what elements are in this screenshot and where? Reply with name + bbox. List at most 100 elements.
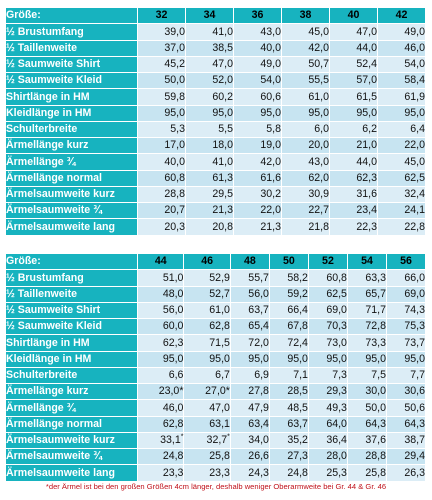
table-row: ½ Saumweite Shirt 56,0 61,0 63,7 66,4 69,0 71,… (6, 302, 426, 319)
measurement-value: 5,8 (234, 121, 282, 138)
measurement-value: 49,3 (308, 400, 348, 417)
measurement-value: 29,3 (308, 384, 348, 401)
measurement-value: 6,2 (330, 121, 378, 138)
value-text: 95,0 (260, 106, 281, 119)
measurement-value: 20,7 (138, 203, 186, 220)
value-text: 62,5 (326, 287, 347, 300)
value-text: 7,3 (332, 369, 347, 382)
value-text: 71,5 (209, 336, 230, 349)
value-text: 35,2 (287, 434, 308, 447)
table-row: ½ Saumweite Kleid 50,0 52,0 54,0 55,5 57,0 58,… (6, 73, 426, 90)
measurement-label: ½ Taillenweite (6, 286, 138, 303)
value-text: 49,3 (326, 401, 347, 414)
value-text: 20,8 (212, 220, 233, 233)
value-text: 21,3 (212, 204, 233, 217)
table-row: Ärmelsaumweite kurz 33,1* 32,7* 34,0 35,2 36,… (6, 432, 426, 449)
measurement-value: 52,0 (186, 73, 234, 90)
value-text: 95,0 (248, 352, 269, 365)
value-text: 25,8 (365, 466, 386, 479)
measurement-value: 61,5 (330, 89, 378, 106)
measurement-value: 27,8 (230, 384, 270, 401)
measurement-value: 69,0 (386, 286, 426, 303)
measurement-label: Ärmellänge ¾ (6, 400, 138, 417)
measurement-value: 50,0 (138, 73, 186, 90)
value-text: 31,6 (356, 188, 377, 201)
value-text: 30,6 (404, 385, 425, 398)
measurement-value: 22,7 (282, 203, 330, 220)
measurement-value: 29,5 (186, 186, 234, 203)
measurement-value: 24,8 (269, 465, 309, 482)
value-text: 24,8 (162, 450, 184, 463)
value-text: 95,0 (326, 352, 347, 365)
measurement-value: 55,5 (282, 73, 330, 90)
measurement-label: Kleidlänge in HM (6, 105, 138, 122)
measurement-value: 66,0 (386, 270, 426, 287)
measurement-value: 29,4 (386, 449, 426, 466)
value-text: 23,0* (158, 385, 184, 398)
measurement-value: 25,8 (347, 465, 387, 482)
value-text: 74,3 (404, 304, 425, 317)
measurement-value: 5,3 (138, 121, 186, 138)
measurement-value: 6,6 (138, 367, 185, 384)
value-text: 50,0 (164, 74, 185, 87)
measurement-value: 66,4 (269, 302, 309, 319)
table-row: Ärmelsaumweite ¾ 24,8 25,8 26,6 27,3 28,0 28,8… (6, 449, 426, 466)
measurement-value: 60,6 (234, 89, 282, 106)
size-column-header: 48 (230, 254, 270, 271)
value-text: 60,6 (260, 90, 281, 103)
measurement-label: ½ Brustumfang (6, 24, 138, 41)
measurement-value: 21,0 (330, 138, 378, 155)
measurement-label: Ärmelsaumweite ¾ (6, 203, 138, 220)
measurement-value: 67,8 (269, 319, 309, 336)
measurement-value: 70,3 (308, 319, 348, 336)
value-text: 42,0 (260, 155, 281, 168)
measurement-value: 35,2 (269, 432, 309, 449)
measurement-value: 39,0 (138, 24, 186, 41)
value-text: 64,0 (326, 417, 347, 430)
value-text: 33,1 (160, 434, 181, 447)
measurement-value: 75,3 (386, 319, 426, 336)
value-text: 64,3 (365, 417, 386, 430)
measurement-value: 52,7 (184, 286, 231, 303)
table-row: ½ Taillenweite 37,0 38,5 40,0 42,0 44,0 46,0 (6, 40, 426, 57)
size-header-row: Größe: 44 46 48 50 52 54 56 (6, 254, 426, 271)
value-text: 63,1 (209, 417, 230, 430)
value-text: 63,3 (365, 271, 386, 284)
measurement-value: 49,0 (378, 24, 426, 41)
value-text: 50,7 (308, 58, 329, 71)
value-text: 73,0 (326, 336, 347, 349)
measurement-value: 61,0 (282, 89, 330, 106)
measurement-label: ½ Brustumfang (6, 270, 138, 287)
measurement-value: 45,0 (282, 24, 330, 41)
value-text: 6,4 (410, 123, 425, 136)
measurement-value: 21,3 (186, 203, 234, 220)
table-row: Ärmellänge ¾ 46,0 47,0 47,9 48,5 49,3 50,0 50,6 (6, 400, 426, 417)
value-text: 5,3 (170, 123, 185, 136)
measurement-value: 60,2 (186, 89, 234, 106)
size-column-header: 54 (347, 254, 387, 271)
value-text: 56,0 (162, 304, 184, 317)
measurement-value: 37,0 (138, 40, 186, 57)
measurement-value: 60,0 (138, 319, 185, 336)
measurement-value: 61,9 (378, 89, 426, 106)
measurement-value: 73,7 (386, 335, 426, 352)
value-text: 37,0 (164, 41, 185, 54)
value-text: 62,3 (162, 336, 184, 349)
measurement-value: 27,0* (184, 384, 231, 401)
value-text: 37,6 (365, 434, 386, 447)
table-row: Ärmellänge ¾ 40,0 41,0 42,0 43,0 44,0 45,0 (6, 154, 426, 171)
measurement-value: 63,7 (230, 302, 270, 319)
measurement-label: Ärmelsaumweite lang (6, 465, 138, 482)
measurement-value: 50,0 (347, 400, 387, 417)
value-text: 62,5 (404, 171, 425, 184)
value-text: 6,2 (362, 123, 377, 136)
value-text: 41,0 (212, 25, 233, 38)
measurement-value: 73,3 (347, 335, 387, 352)
measurement-value: 7,1 (269, 367, 309, 384)
value-text: 28,8 (365, 450, 386, 463)
measurement-value: 95,0 (234, 105, 282, 122)
measurement-value: 73,0 (308, 335, 348, 352)
value-text: 21,0 (356, 139, 377, 152)
measurement-value: 41,0 (186, 24, 234, 41)
